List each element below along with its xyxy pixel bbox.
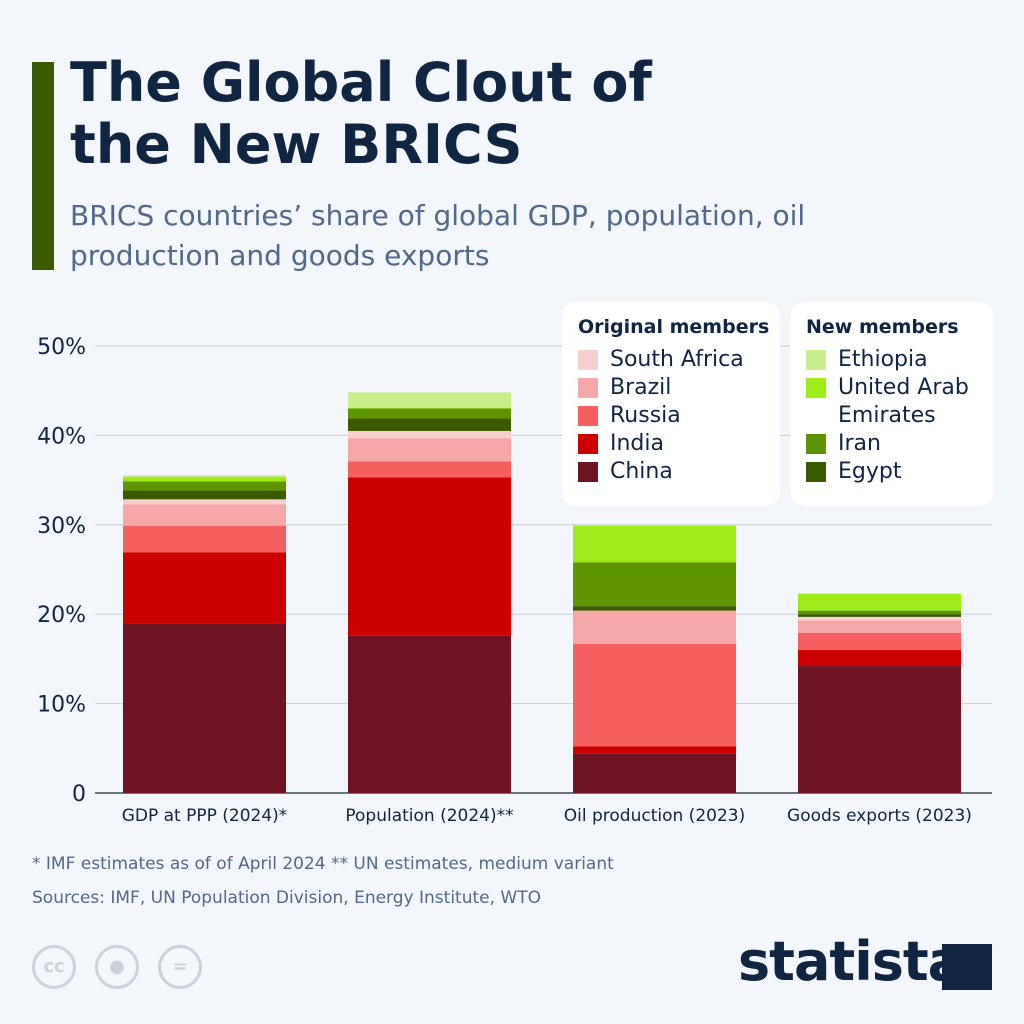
bar-segment-india <box>798 649 961 667</box>
bar-segment-iran <box>348 408 511 419</box>
bar-segment-india <box>573 746 736 754</box>
x-tick-label: Oil production (2023) <box>564 806 745 826</box>
legend-label: Iran <box>838 431 881 456</box>
legend-new: New members Ethiopia United Arab Emirates… <box>790 302 993 506</box>
legend-label: South Africa <box>610 347 744 372</box>
legend-label: China <box>610 459 673 484</box>
legend-new-title: New members <box>806 316 959 338</box>
bar-segment-russia <box>573 643 736 747</box>
y-tick-label: 20% <box>37 603 86 628</box>
y-tick-label: 0 <box>72 782 86 807</box>
legend-swatch <box>578 406 598 426</box>
bar-segment-iran <box>573 562 736 607</box>
bar-segment-egypt <box>573 606 736 611</box>
bar-segment-brazil <box>348 438 511 462</box>
legend-label: Egypt <box>838 459 902 484</box>
bar-segment-brazil <box>798 620 961 633</box>
x-tick-label: GDP at PPP (2024)* <box>122 806 288 826</box>
legend-swatch <box>578 378 598 398</box>
legend-label: Brazil <box>610 375 672 400</box>
legend-label: United Arab Emirates <box>838 375 969 428</box>
statista-logo[interactable]: statista <box>738 930 964 993</box>
bar-segment-china <box>348 635 511 793</box>
bar-segment-iran <box>123 481 286 491</box>
legend-label: India <box>610 431 664 456</box>
bar-segment-china <box>573 753 736 793</box>
bar-segment-united-arab-emirates <box>573 525 736 563</box>
y-tick-label: 50% <box>37 335 86 360</box>
legend-original: Original members South Africa Brazil Russi… <box>562 302 780 506</box>
statista-logo-mark <box>942 944 992 990</box>
sources: Sources: IMF, UN Population Division, En… <box>32 888 541 908</box>
bar-segment-south-africa <box>123 499 286 505</box>
legend-original-title: Original members <box>578 316 770 338</box>
bar-segment-russia <box>123 525 286 553</box>
bar-segment-brazil <box>123 504 286 526</box>
bar-segment-united-arab-emirates <box>348 407 511 409</box>
bar-segment-iran <box>798 610 961 615</box>
bar-segment-ethiopia <box>348 392 511 408</box>
legend-swatch <box>578 350 598 370</box>
x-tick-label: Population (2024)** <box>345 806 513 826</box>
legend-item: China <box>578 458 780 486</box>
bar-segment-china <box>798 666 961 793</box>
x-tick-label: Goods exports (2023) <box>787 806 972 826</box>
bar-segment-egypt <box>798 614 961 617</box>
legend-item: South Africa <box>578 346 780 374</box>
attribution-icon[interactable]: ● <box>95 945 139 989</box>
bar-segment-brazil <box>573 610 736 644</box>
bar-segment-south-africa <box>798 616 961 621</box>
bar-segment-russia <box>348 461 511 478</box>
y-tick-label: 10% <box>37 693 86 718</box>
bar-segment-russia <box>798 632 961 650</box>
legend-item: Egypt <box>806 458 993 486</box>
legend-item: Ethiopia <box>806 346 993 374</box>
legend-swatch <box>806 434 826 454</box>
bar-segment-egypt <box>123 490 286 500</box>
bar-segment-india <box>348 477 511 636</box>
bar-segment-united-arab-emirates <box>798 593 961 611</box>
legend-swatch <box>578 434 598 454</box>
bar-segment-india <box>123 552 286 624</box>
cc-icon[interactable]: cc <box>32 945 76 989</box>
bar-segment-south-africa <box>348 430 511 439</box>
no-derivatives-icon[interactable]: = <box>158 945 202 989</box>
y-tick-label: 40% <box>37 424 86 449</box>
legend-label: Russia <box>610 403 681 428</box>
bar-segment-united-arab-emirates <box>123 476 286 482</box>
bar-segment-ethiopia <box>123 475 286 477</box>
legend-item: Brazil <box>578 374 780 402</box>
legend-swatch <box>806 462 826 482</box>
legend-item: United Arab Emirates <box>806 374 993 430</box>
bar-segment-egypt <box>348 418 511 431</box>
legend-item: Iran <box>806 430 993 458</box>
legend-item: India <box>578 430 780 458</box>
footnote: * IMF estimates as of of April 2024 ** U… <box>32 854 614 874</box>
legend-swatch <box>806 378 826 398</box>
y-tick-label: 30% <box>37 514 86 539</box>
legend-swatch <box>578 462 598 482</box>
bar-segment-china <box>123 623 286 793</box>
title-accent-bar <box>32 62 54 270</box>
legend-swatch <box>806 350 826 370</box>
legend-label: Ethiopia <box>838 347 928 372</box>
page-title: The Global Clout of the New BRICS <box>70 51 652 176</box>
legend-item: Russia <box>578 402 780 430</box>
subtitle: BRICS countries’ share of global GDP, po… <box>70 199 806 272</box>
